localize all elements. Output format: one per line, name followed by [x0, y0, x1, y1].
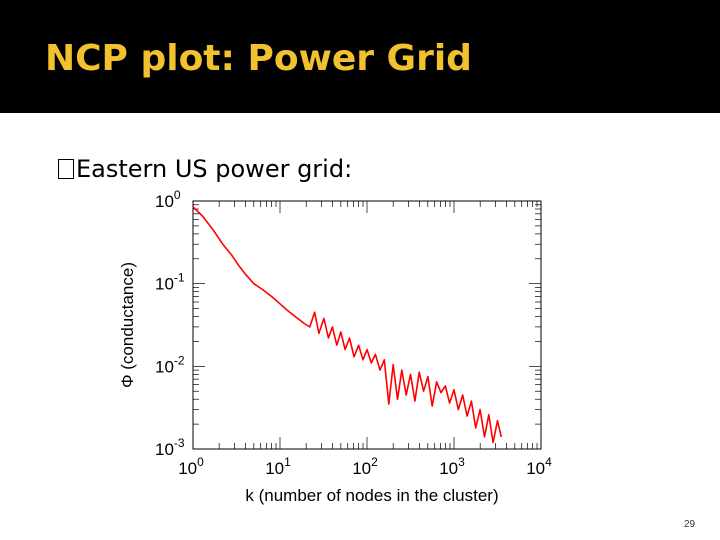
x-tick-label: 101 [265, 455, 291, 478]
y-tick-label: 10-1 [155, 271, 185, 294]
x-tick-label: 104 [526, 455, 552, 478]
plot-frame [192, 200, 542, 450]
bullet-line: Eastern US power grid: [58, 155, 352, 183]
series-line [192, 206, 503, 444]
slide-number: 29 [684, 519, 696, 530]
x-tick-label: 103 [439, 455, 465, 478]
y-tick-label: 100 [155, 188, 181, 211]
x-tick-label: 100 [178, 455, 204, 478]
y-tick-label: 10-3 [155, 436, 185, 459]
y-tick-label: 10-2 [155, 353, 185, 376]
x-axis-label: k (number of nodes in the cluster) [245, 486, 498, 505]
bullet-box-icon [58, 159, 74, 179]
slide-title: NCP plot: Power Grid [45, 38, 472, 79]
title-bar: NCP plot: Power Grid [0, 0, 720, 113]
x-tick-label: 102 [352, 455, 378, 478]
bullet-text: Eastern US power grid: [76, 155, 353, 183]
y-axis-label: Φ (conductance) [118, 262, 137, 388]
